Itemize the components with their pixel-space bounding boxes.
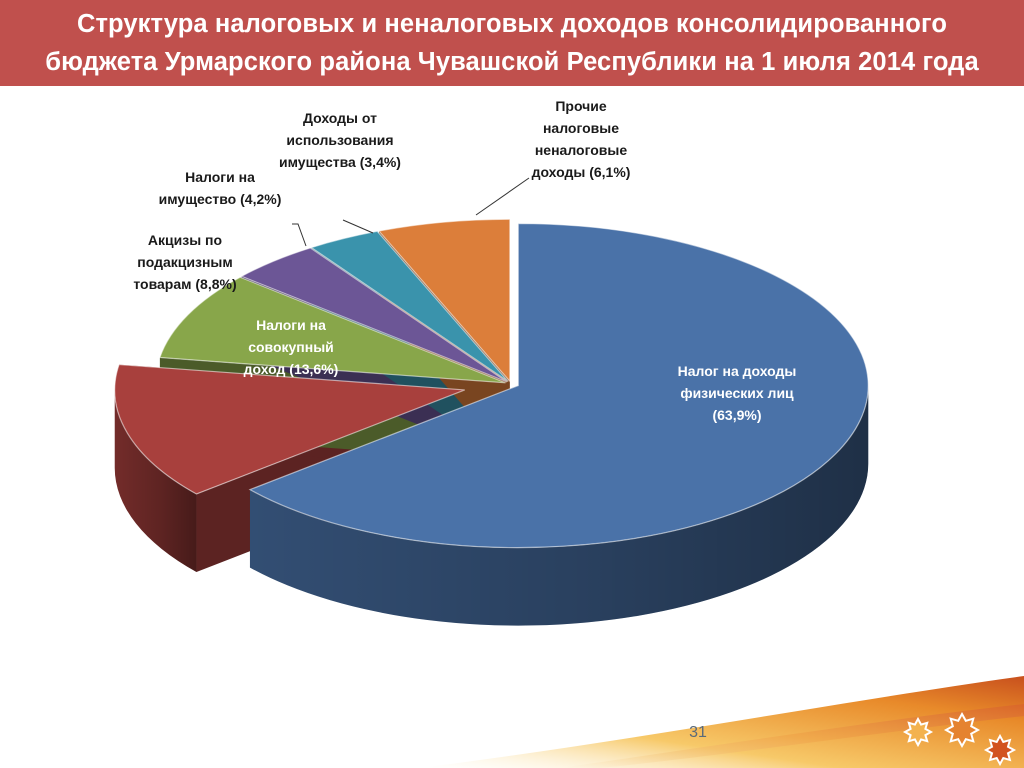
pie-slice-wall-shade-1 [249,385,869,626]
pie-slice-3 [159,276,506,384]
slice-label-2-line-2: совокупный [248,339,334,355]
title-bar: Структура налоговых и неналоговых доходо… [0,0,1024,86]
slice-label-2: Налоги на совокупный доход (13,6%) [244,317,339,377]
slice-label-1-line-1: Налог на доходы [678,363,797,379]
slice-label-5-line-1: Доходы от [303,110,377,126]
pie-slice-wall-shade-2 [114,389,197,572]
pie-slice-4 [240,247,508,383]
decor-swoosh-band [560,704,1024,768]
slice-label-1-line-3: (63,9%) [712,407,761,423]
slice-label-5-line-3: имущества (3,4%) [279,154,401,170]
decor-swoosh [420,676,1024,768]
slice-label-3-line-1: Акцизы по [148,232,222,248]
slice-label-6-line-3: неналоговые [535,142,628,158]
pie-slice-5 [310,230,509,383]
slide-title: Структура налоговых и неналоговых доходо… [37,5,987,81]
slice-label-6-line-1: Прочие [555,98,607,114]
slice-label-3-line-3: товарам (8,8%) [133,276,236,292]
slice-label-5: Доходы от использования имущества (3,4%) [279,110,401,170]
slice-label-1-line-2: физических лиц [680,385,794,401]
slide-title-line-2: бюджета Урмарского района Чувашской Респ… [45,48,979,76]
leader-lines [292,177,530,247]
slice-label-2-line-1: Налоги на [256,317,326,333]
slice-label-6-line-2: налоговые [543,120,619,136]
slice-label-3-line-2: подакцизным [137,254,232,270]
slice-label-4: Налоги на имущество (4,2%) [159,169,282,207]
slice-label-5-line-2: использования [286,132,393,148]
decor-stars [902,711,1017,767]
page-number: 31 [689,724,707,741]
pie-slice-6 [377,218,511,383]
slice-labels: Налог на доходы физических лиц (63,9%)Нало… [133,98,796,423]
slide-title-line-1: Структура налоговых и неналоговых доходо… [76,10,948,38]
pie-slice-tops [114,218,869,549]
leader-line-4 [292,223,307,247]
ornament-star-icon [943,711,981,749]
slice-label-1: Налог на доходы физических лиц (63,9%) [678,363,797,423]
slice-label-3: Акцизы по подакцизным товарам (8,8%) [133,232,236,292]
slice-label-2-line-3: доход (13,6%) [244,361,339,377]
pie-slice-2 [114,363,465,495]
slice-label-4-line-1: Налоги на [185,169,255,185]
slice-label-4-line-2: имущество (4,2%) [159,191,282,207]
slice-label-6-line-4: доходы (6,1%) [532,164,631,180]
ornament-star-icon [983,733,1017,767]
slice-label-6: Прочие налоговые неналоговые доходы (6,1%) [532,98,631,180]
leader-line-6 [475,177,530,216]
pie-slice-1 [248,222,869,549]
leader-line-5 [342,219,374,234]
ornament-star-icon [902,716,934,748]
